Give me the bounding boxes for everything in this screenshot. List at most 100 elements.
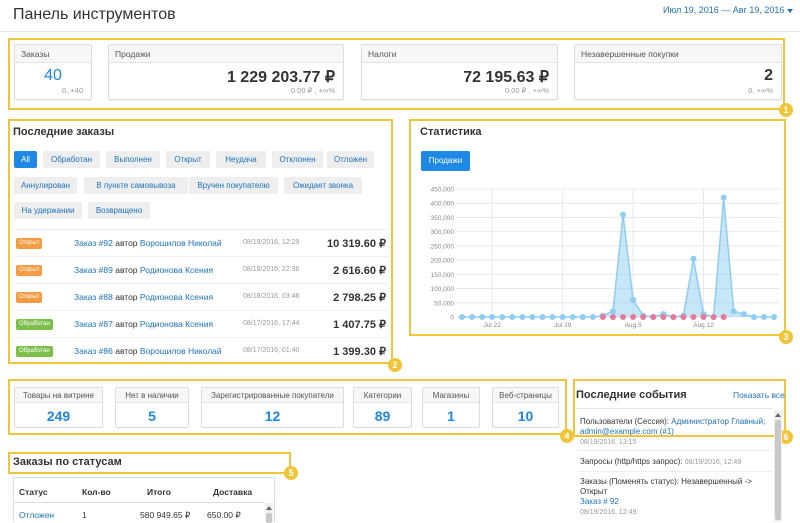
data-point bbox=[529, 314, 536, 320]
order-link[interactable]: Заказ #86 bbox=[74, 346, 113, 356]
series-area bbox=[462, 197, 774, 317]
customer-link[interactable]: Родионова Ксения bbox=[139, 265, 214, 275]
stat-out-of-stock-card[interactable]: Нет в наличии 5 bbox=[115, 387, 189, 428]
column-status: Статус bbox=[19, 487, 48, 497]
event-item: Запросы (http/https запрос): 08/19/2016,… bbox=[580, 457, 773, 468]
stat-customers-card[interactable]: Зарегистрированные покупатели 12 bbox=[201, 387, 344, 428]
sales-tab[interactable]: Продажи bbox=[421, 151, 470, 171]
filter-all[interactable]: All bbox=[14, 151, 37, 168]
kpi-abandoned-card[interactable]: Незавершенные покупки 2 0, +∞% bbox=[574, 44, 782, 100]
stat-categories-value[interactable]: 89 bbox=[374, 408, 391, 424]
y-tick-label: 350,000 bbox=[431, 215, 455, 222]
badge-1: 1 bbox=[779, 103, 793, 117]
caret-down-icon[interactable] bbox=[787, 8, 794, 13]
order-date: 08/18/2016, 22:36 bbox=[243, 266, 300, 273]
status-link[interactable]: Отложен bbox=[19, 510, 55, 520]
stat-stores-card[interactable]: Магазины 1 bbox=[422, 387, 480, 428]
event-link[interactable]: Администратор Главный; admin@example.com… bbox=[580, 417, 766, 436]
order-row[interactable]: Обработан Заказ #86 автор Ворошилов Нико… bbox=[14, 337, 388, 364]
filter-delivered[interactable]: Вручен покупателю bbox=[189, 177, 278, 194]
order-row[interactable]: Открыт Заказ #88 автор Родионова Ксения … bbox=[14, 283, 388, 310]
scroll-up-arrow[interactable] bbox=[775, 413, 781, 417]
data-point bbox=[459, 314, 465, 320]
filter-processed[interactable]: Обработан bbox=[43, 151, 100, 168]
stat-pages-value[interactable]: 10 bbox=[517, 408, 534, 424]
kpi-sales-sub: 0.00 ₽ , +∞% bbox=[290, 86, 335, 95]
order-row[interactable]: Обработан Заказ #87 автор Родионова Ксен… bbox=[14, 310, 388, 337]
customer-link[interactable]: Родионова Ксения bbox=[139, 319, 214, 329]
x-tick-label: Jul 29 bbox=[554, 322, 572, 329]
scrollbar-thumb[interactable] bbox=[775, 420, 781, 520]
filter-pickup-point[interactable]: В пункте самовывоза bbox=[84, 177, 188, 194]
kpi-sales-card: Продажи 1 229 203.77 ₽ 0.00 ₽ , +∞% bbox=[108, 44, 344, 100]
status-table-scrollbar[interactable] bbox=[265, 503, 273, 523]
status-orders-highlight bbox=[8, 452, 291, 474]
date-range-picker[interactable]: Июл 19, 2016 — Авг 19, 2016 bbox=[663, 5, 794, 15]
stat-out-of-stock-label: Нет в наличии bbox=[116, 388, 188, 403]
filter-backordered[interactable]: Отложен bbox=[327, 151, 374, 168]
scroll-up-arrow[interactable] bbox=[266, 506, 272, 510]
kpi-abandoned-label: Незавершенные покупки bbox=[575, 45, 781, 63]
y-tick-label: 450,000 bbox=[431, 187, 455, 194]
customer-link[interactable]: Ворошилов Николай bbox=[139, 238, 222, 248]
kpi-orders-card[interactable]: Заказы 40 0, +40 bbox=[14, 44, 92, 100]
order-description: Заказ #87 автор Родионова Ксения bbox=[74, 319, 213, 329]
filter-declined[interactable]: Отклонен bbox=[272, 151, 323, 168]
stat-categories-card[interactable]: Категории 89 bbox=[353, 387, 412, 428]
date-range-label[interactable]: Июл 19, 2016 — Авг 19, 2016 bbox=[663, 5, 785, 15]
order-description: Заказ #88 автор Родионова Ксения bbox=[74, 292, 213, 302]
kpi-abandoned-sub: 0, +∞% bbox=[748, 86, 773, 95]
stat-products-card[interactable]: Товары на витрине 249 bbox=[14, 387, 103, 428]
order-row[interactable]: Открыт Заказ #89 автор Родионова Ксения … bbox=[14, 256, 388, 283]
y-tick-label: 250,000 bbox=[431, 243, 455, 250]
data-point bbox=[620, 211, 627, 218]
stat-customers-value[interactable]: 12 bbox=[264, 408, 281, 424]
stat-pages-card[interactable]: Веб-страницы 10 bbox=[492, 387, 559, 428]
customer-link[interactable]: Родионова Ксения bbox=[139, 292, 214, 302]
event-date: 08/19/2016, 13:15 bbox=[580, 439, 637, 446]
filter-failed[interactable]: Неудача bbox=[216, 151, 266, 168]
order-link[interactable]: Заказ #92 bbox=[74, 238, 113, 248]
event-link[interactable]: Заказ # 92 bbox=[580, 497, 619, 506]
stat-out-of-stock-value[interactable]: 5 bbox=[148, 408, 156, 424]
data-point bbox=[690, 255, 697, 262]
filter-awaiting-call[interactable]: Ожидает звонка bbox=[284, 177, 362, 194]
order-link[interactable]: Заказ #89 bbox=[74, 265, 113, 275]
kpi-orders-value[interactable]: 40 bbox=[44, 67, 62, 84]
event-item: Пользователи (Сессия): Администратор Гла… bbox=[580, 417, 773, 448]
data-point bbox=[720, 314, 727, 320]
order-link[interactable]: Заказ #87 bbox=[74, 319, 113, 329]
x-tick-label: Aug 5 bbox=[625, 322, 642, 329]
order-amount: 2 798.25 ₽ bbox=[333, 292, 386, 304]
filter-complete[interactable]: Выполнен bbox=[106, 151, 160, 168]
order-link[interactable]: Заказ #88 bbox=[74, 292, 113, 302]
order-amount: 10 319.60 ₽ bbox=[327, 238, 386, 250]
order-amount: 2 616.60 ₽ bbox=[333, 265, 386, 277]
customer-link[interactable]: Ворошилов Николай bbox=[139, 346, 222, 356]
data-point bbox=[630, 296, 637, 303]
filter-open[interactable]: Открыт bbox=[166, 151, 210, 168]
filter-on-hold[interactable]: На удержании bbox=[14, 202, 82, 219]
y-tick-label: 200,000 bbox=[431, 258, 455, 265]
filter-returned[interactable]: Возвращено bbox=[88, 202, 150, 219]
filter-canceled[interactable]: Аннулирован bbox=[14, 177, 77, 194]
events-scrollbar[interactable] bbox=[774, 410, 782, 522]
stat-categories-label: Категории bbox=[354, 388, 411, 403]
order-description: Заказ #92 автор Ворошилов Николай bbox=[74, 238, 222, 248]
order-row[interactable]: Открыт Заказ #92 автор Ворошилов Николай… bbox=[14, 229, 388, 256]
kpi-taxes-value: 72 195.63 ₽ bbox=[463, 69, 549, 86]
stat-stores-value[interactable]: 1 bbox=[447, 408, 455, 424]
kpi-abandoned-value[interactable]: 2 bbox=[764, 67, 773, 84]
stat-products-value[interactable]: 249 bbox=[46, 408, 71, 424]
order-date: 08/17/2016, 01:40 bbox=[243, 347, 300, 354]
data-point bbox=[650, 314, 657, 320]
data-point bbox=[519, 314, 526, 320]
data-point bbox=[660, 314, 667, 320]
show-all-link[interactable]: Показать все bbox=[733, 390, 785, 400]
data-point bbox=[720, 194, 727, 201]
event-item: Заказы (Поменять статус): Незавершенный … bbox=[580, 477, 773, 518]
data-point bbox=[690, 314, 697, 320]
scrollbar-thumb[interactable] bbox=[266, 513, 272, 523]
data-point bbox=[549, 314, 556, 320]
event-divider bbox=[578, 450, 772, 451]
